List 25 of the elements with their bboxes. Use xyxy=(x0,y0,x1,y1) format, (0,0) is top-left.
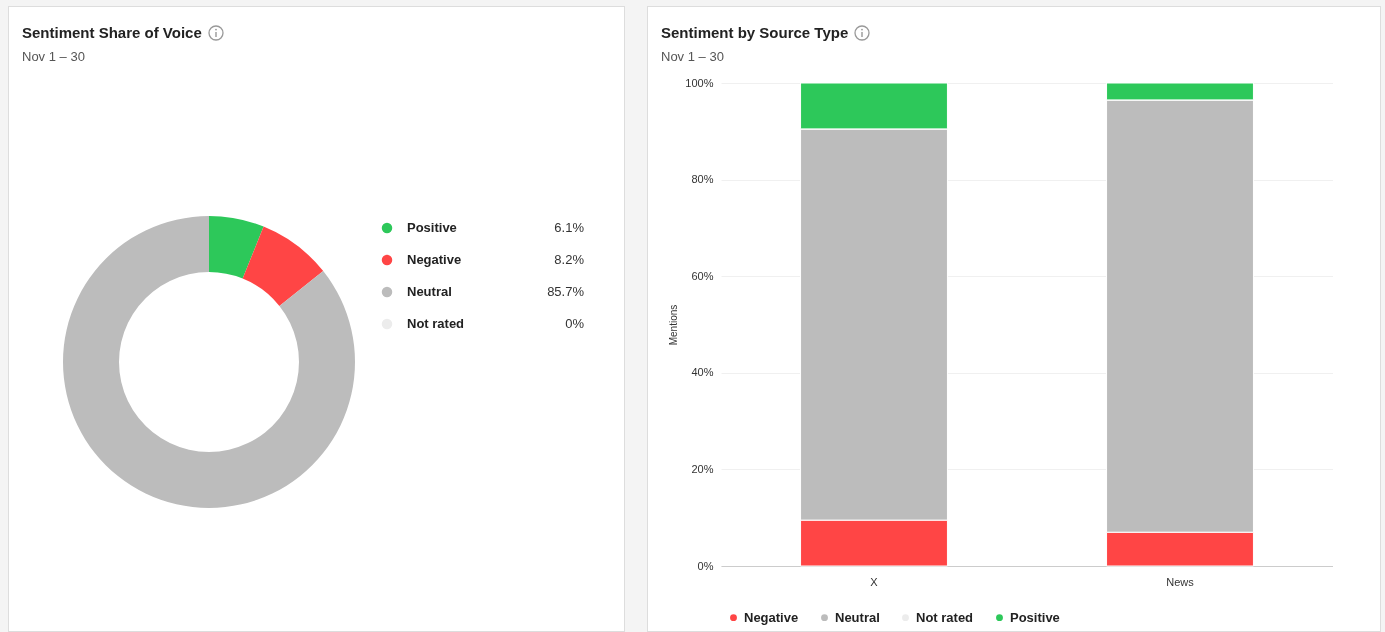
legend-label: Positive xyxy=(407,220,457,235)
chart-title: Sentiment by Source Type xyxy=(661,24,849,41)
y-axis-title: Mentions xyxy=(668,304,680,346)
x-tick-label: News xyxy=(1166,575,1195,588)
text: 0% xyxy=(565,316,584,331)
y-tick-label: 80% xyxy=(691,173,714,186)
legend-label: Negative xyxy=(744,609,799,625)
legend-label: Negative xyxy=(407,252,462,267)
legend-label: Not rated xyxy=(916,609,974,625)
chart-subtitle: Nov 1 – 30 xyxy=(661,49,724,64)
y-tick-label: 40% xyxy=(691,366,714,379)
data-label: 6.1% xyxy=(554,220,585,235)
data-label: 8.2% xyxy=(554,252,585,267)
chart-title: Sentiment Share of Voice xyxy=(22,24,202,41)
data-label: 85.7% xyxy=(547,284,585,299)
legend-label: Neutral xyxy=(835,609,880,625)
chart-subtitle: Nov 1 – 30 xyxy=(22,49,85,64)
y-tick-label: 60% xyxy=(691,269,714,282)
legend-label: Neutral xyxy=(407,284,452,299)
x-tick-label: X xyxy=(870,575,879,588)
y-tick-label: 0% xyxy=(697,559,714,572)
y-tick-label: 20% xyxy=(691,462,714,475)
legend-label: Not rated xyxy=(407,316,465,331)
legend-label: Positive xyxy=(1010,609,1060,625)
y-tick-label: 100% xyxy=(685,76,714,89)
